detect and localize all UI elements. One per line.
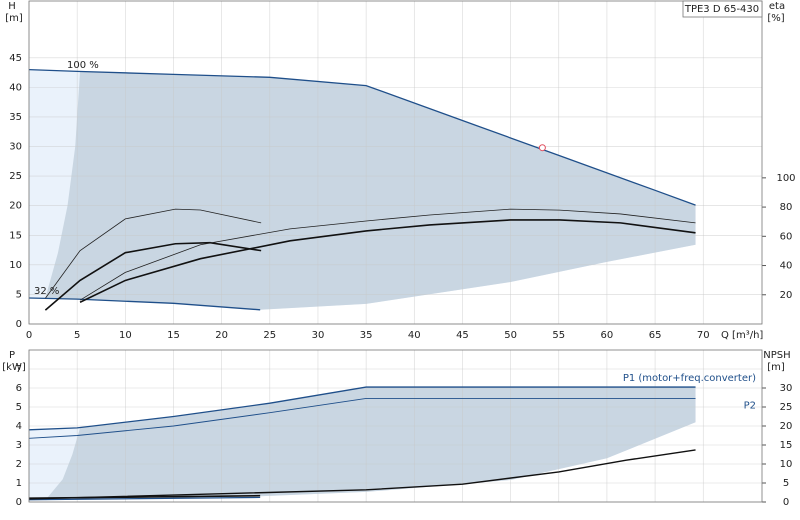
y2-tick-label: 5 (783, 478, 789, 489)
x-tick-label: 25 (263, 330, 276, 341)
y2-tick-label: 25 (780, 402, 793, 413)
x-tick-label: 5 (74, 330, 80, 341)
x-tick-label: 0 (26, 330, 32, 341)
y-axis-label: H (8, 1, 16, 12)
y2-axis-unit: [%] (767, 13, 784, 24)
y2-tick-label: 0 (783, 497, 789, 508)
y-tick-label: 5 (16, 289, 22, 300)
x-tick-label: 30 (312, 330, 325, 341)
curve-label: P2 (744, 400, 756, 411)
x-tick-label: 20 (215, 330, 228, 341)
annotation: 100 % (67, 60, 99, 71)
curve (28, 68, 696, 206)
y-tick-label: 0 (16, 319, 22, 330)
y-tick-label: 3 (16, 440, 22, 451)
y-tick-label: 2 (16, 459, 22, 470)
y-axis-label: P (9, 350, 15, 361)
y-tick-label: 35 (9, 112, 22, 123)
y-tick-label: 10 (9, 260, 22, 271)
y2-tick-label: 20 (780, 290, 793, 301)
y-tick-label: 5 (16, 402, 22, 413)
y-tick-label: 7 (16, 364, 22, 375)
y2-tick-label: 10 (780, 459, 793, 470)
y-tick-label: 0 (16, 497, 22, 508)
y-tick-label: 25 (9, 171, 22, 182)
plot-frame (28, 349, 763, 503)
y2-tick-label: 20 (780, 421, 793, 432)
y-tick-label: 1 (16, 478, 22, 489)
curve (28, 297, 261, 311)
curve (28, 398, 696, 439)
curve (45, 208, 262, 299)
y-tick-label: 4 (16, 421, 22, 432)
curve (44, 241, 262, 311)
y-axis-unit: [kW] (2, 362, 26, 373)
curve-label: P1 (motor+freq.converter) (623, 373, 756, 384)
y-tick-label: 20 (9, 201, 22, 212)
y2-tick-label: 60 (780, 231, 793, 242)
y2-axis-label: eta (769, 1, 785, 12)
annotation: 32 % (34, 286, 59, 297)
x-tick-label: 45 (456, 330, 469, 341)
chart-title: TPE3 D 65-430 (684, 4, 759, 15)
x-tick-label: 60 (601, 330, 614, 341)
curve (79, 219, 696, 303)
x-tick-label: 55 (552, 330, 565, 341)
x-tick-label: 15 (167, 330, 180, 341)
y2-axis-unit: [m] (767, 362, 785, 373)
title-box (682, 0, 763, 18)
y-tick-label: 40 (9, 82, 22, 93)
x-tick-label: 40 (408, 330, 421, 341)
x-tick-label: 50 (504, 330, 517, 341)
operating-range (45, 387, 696, 501)
y-tick-label: 15 (9, 230, 22, 241)
x-tick-label: 10 (119, 330, 132, 341)
x-tick-label: 70 (697, 330, 710, 341)
x-tick-label: 35 (360, 330, 373, 341)
y2-tick-label: 30 (780, 383, 793, 394)
duty-point (538, 144, 546, 152)
y-tick-label: 6 (16, 383, 22, 394)
plot-frame (28, 0, 763, 325)
curve (79, 208, 696, 301)
y2-tick-label: 80 (780, 202, 793, 213)
operating-range (45, 71, 696, 310)
y2-tick-label: 40 (780, 261, 793, 272)
y2-tick-label: 15 (780, 440, 793, 451)
curve (28, 386, 696, 431)
y-axis-unit: [m] (5, 13, 23, 24)
y-tick-label: 45 (9, 53, 22, 64)
y2-axis-label: NPSH (763, 350, 790, 361)
x-tick-label: 65 (649, 330, 662, 341)
x-axis-label: Q [m³/h] (721, 330, 763, 341)
y-tick-label: 30 (9, 142, 22, 153)
y2-tick-label: 100 (776, 173, 795, 184)
curve (28, 449, 696, 500)
curve (28, 496, 261, 501)
